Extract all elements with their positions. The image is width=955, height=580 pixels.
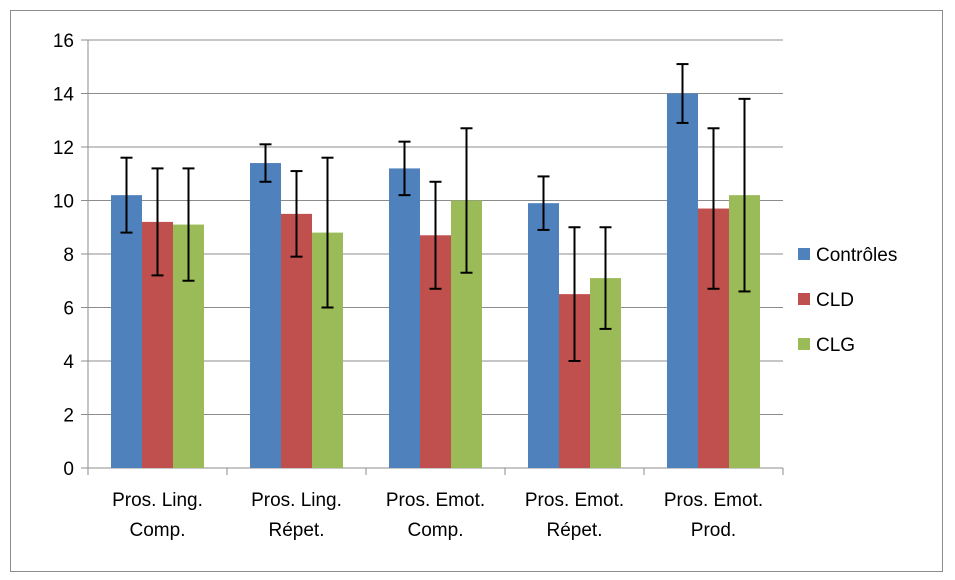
x-category-label: Comp. <box>408 520 464 541</box>
y-tick-label: 4 <box>63 352 74 373</box>
y-tick-label: 6 <box>63 299 74 320</box>
x-category-label: Comp. <box>130 520 186 541</box>
x-category-label: Prod. <box>691 520 736 541</box>
y-tick-label: 14 <box>53 85 75 106</box>
x-category-label: Pros. Emot. <box>664 490 763 511</box>
legend-swatch <box>798 293 810 305</box>
y-tick-label: 10 <box>53 192 74 213</box>
bar <box>111 195 142 468</box>
x-category-label: Répet. <box>269 520 325 541</box>
bar <box>528 203 559 469</box>
axis-labels: 0 2 4 6 8 10 12 14 16 Pros. Ling. Comp. Pros. Ling.… <box>53 31 763 541</box>
x-category-label: Pros. Emot. <box>386 490 485 511</box>
x-category-label: Pros. Ling. <box>112 490 203 511</box>
bar <box>667 93 698 468</box>
y-tick-label: 12 <box>53 138 74 159</box>
legend-label: CLD <box>816 290 854 311</box>
error-bars <box>120 63 751 362</box>
bars <box>111 93 760 469</box>
legend-swatch <box>798 248 810 260</box>
bar <box>389 168 420 468</box>
legend-label: CLG <box>816 335 855 356</box>
legend-label: Contrôles <box>816 245 897 266</box>
y-tick-label: 8 <box>63 245 74 266</box>
bar <box>250 163 281 469</box>
x-category-label: Pros. Emot. <box>525 490 624 511</box>
x-category-label: Pros. Ling. <box>251 490 342 511</box>
legend: Contrôles CLD CLG <box>798 245 897 356</box>
legend-swatch <box>798 338 810 350</box>
y-tick-label: 16 <box>53 31 74 52</box>
y-tick-label: 0 <box>63 459 74 480</box>
y-tick-label: 2 <box>63 406 74 427</box>
x-category-label: Répet. <box>547 520 603 541</box>
